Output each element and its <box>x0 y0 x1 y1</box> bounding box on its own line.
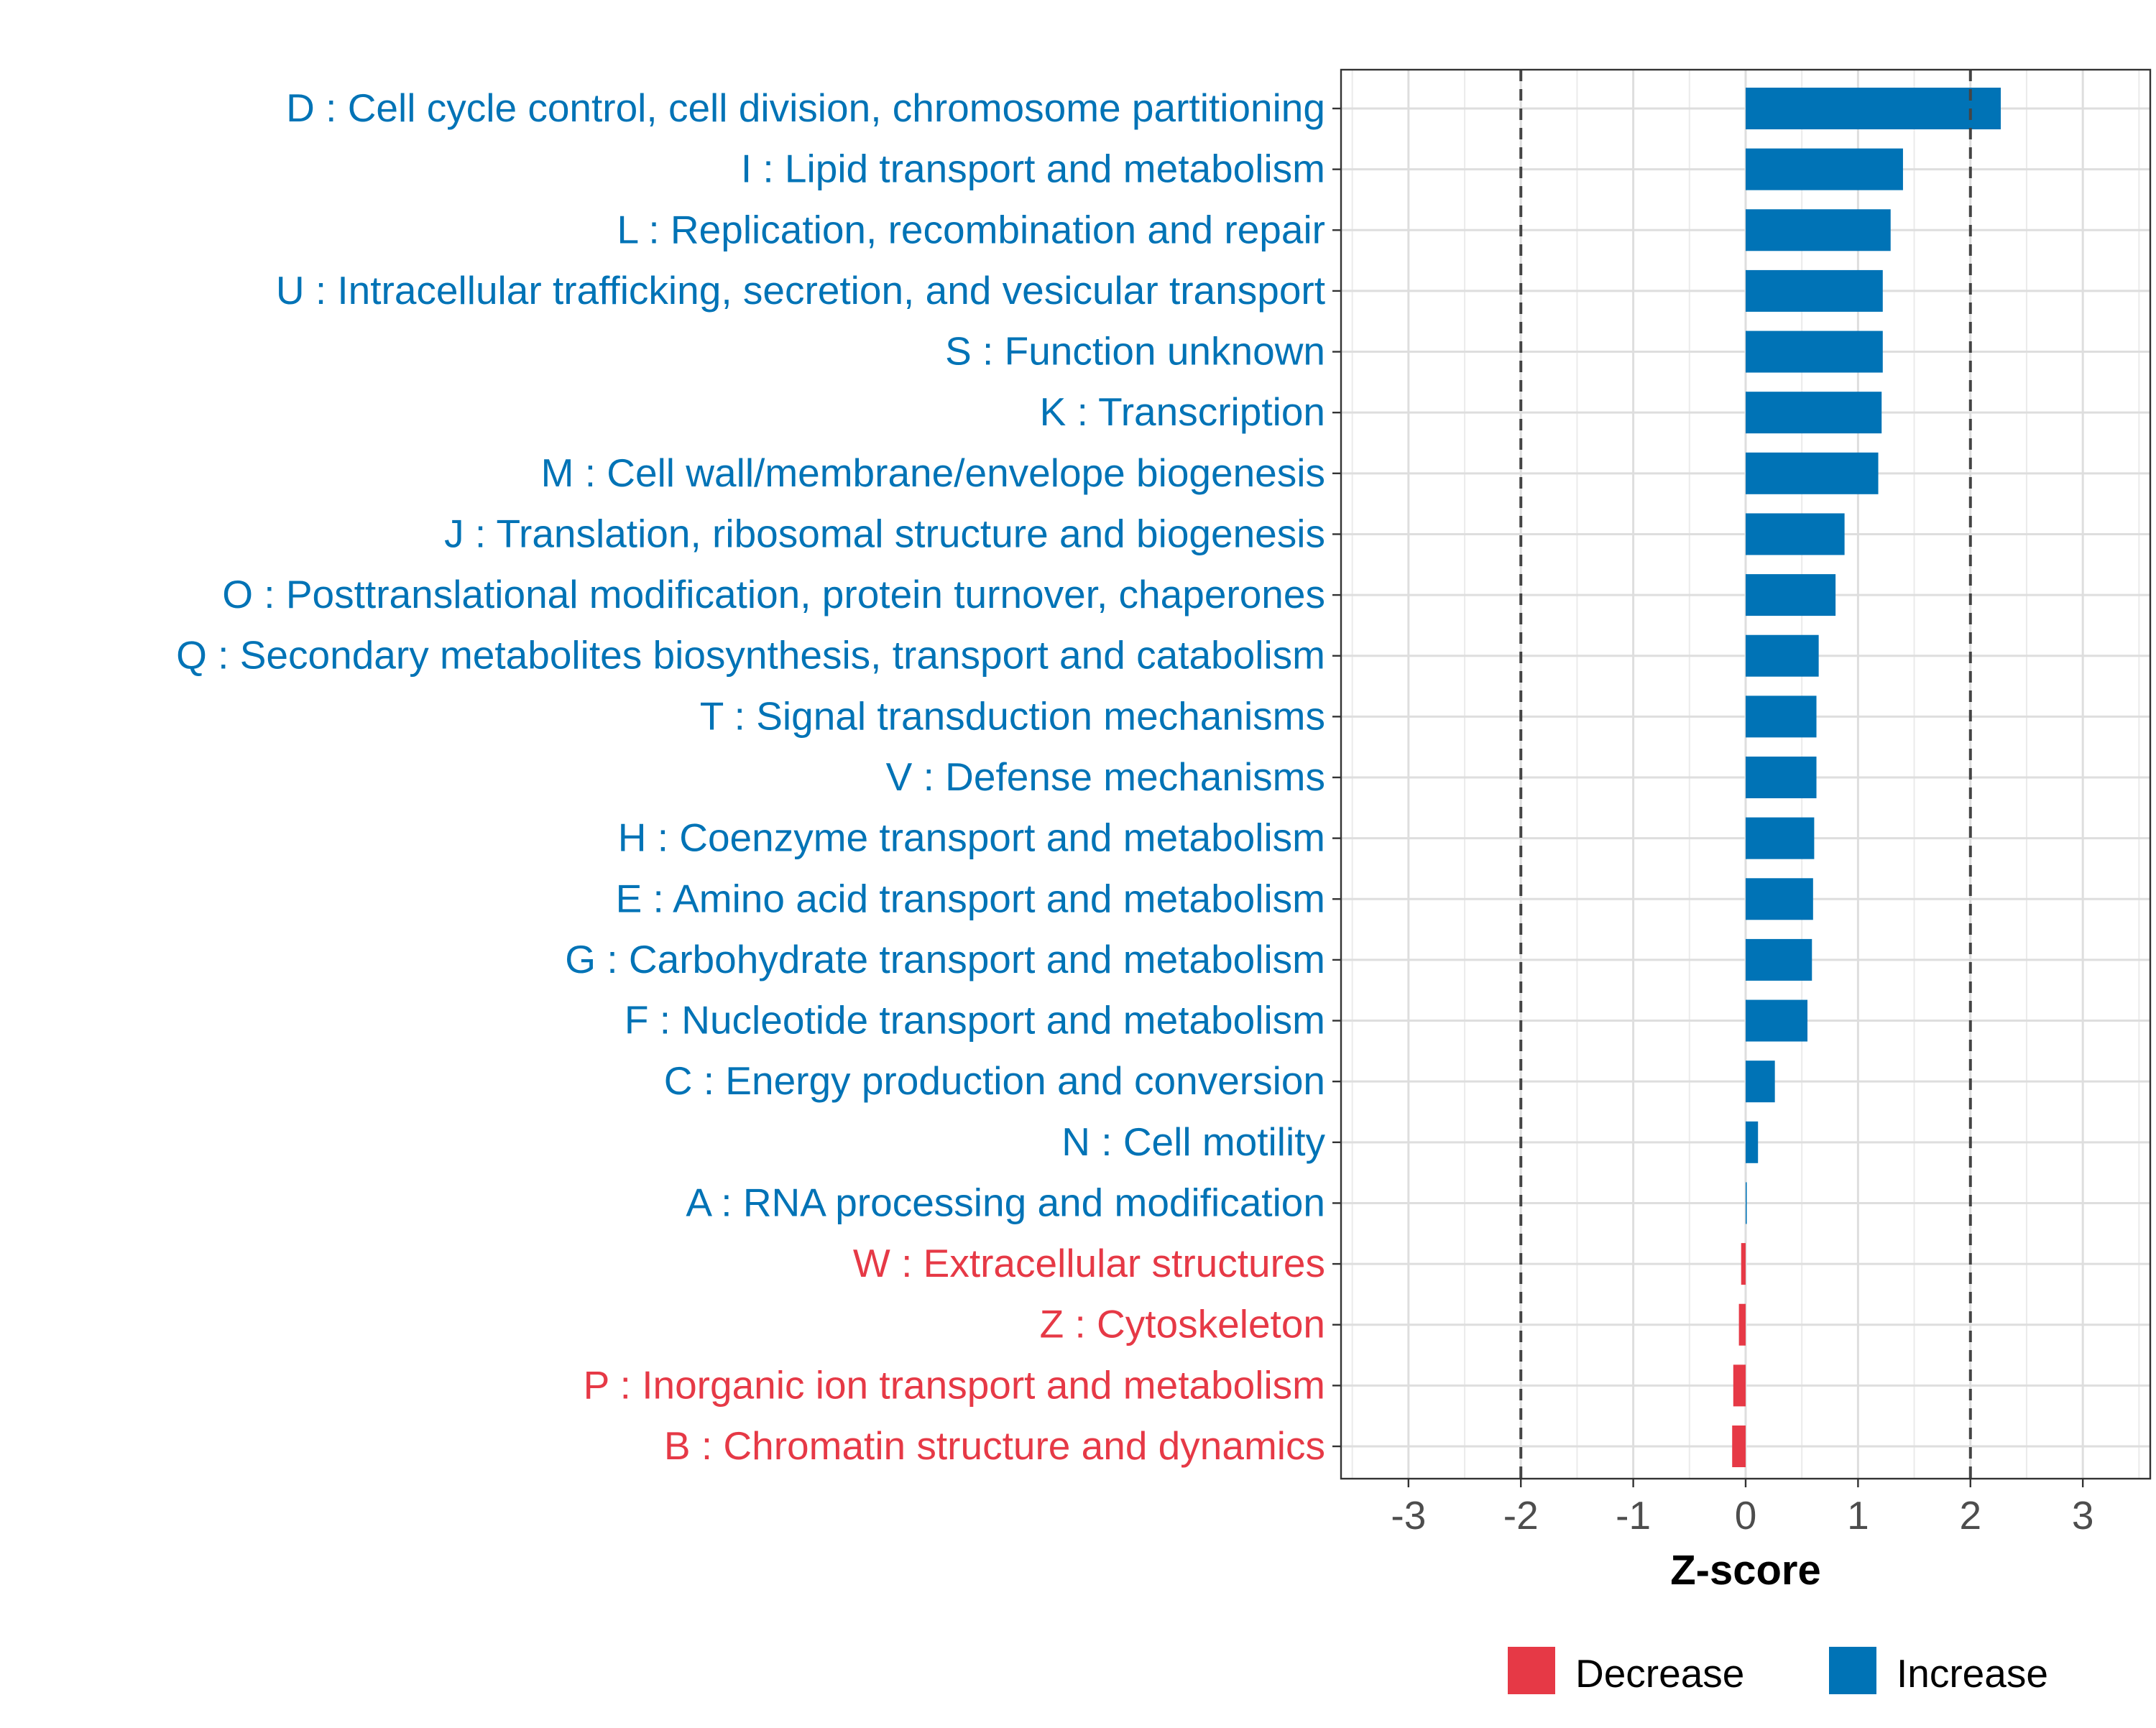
bar <box>1746 452 1879 494</box>
bar <box>1746 1182 1747 1224</box>
x-tick-label: 0 <box>1735 1493 1757 1538</box>
category-label: I : Lipid transport and metabolism <box>741 147 1325 191</box>
x-tick-label: 1 <box>1847 1493 1869 1538</box>
category-label: L : Replication, recombination and repai… <box>617 207 1325 251</box>
legend-key <box>1508 1647 1555 1694</box>
category-label: J : Translation, ribosomal structure and… <box>444 511 1325 555</box>
bar <box>1746 88 2001 129</box>
axis-ticks <box>1332 107 2084 1487</box>
category-label: W : Extracellular structures <box>853 1241 1325 1285</box>
bar <box>1746 696 1817 738</box>
bar <box>1741 1243 1746 1285</box>
category-label: S : Function unknown <box>945 329 1325 374</box>
bar <box>1746 938 1812 981</box>
x-tick-label: -3 <box>1391 1493 1426 1538</box>
x-tick-labels: -3 -2 -1 0 1 2 3 <box>1391 1493 2093 1538</box>
bar <box>1738 1303 1746 1346</box>
bar <box>1746 817 1815 859</box>
bar <box>1746 634 1819 677</box>
bar <box>1746 148 1903 190</box>
category-label: A : RNA processing and modification <box>686 1180 1325 1224</box>
category-label: C : Energy production and conversion <box>664 1058 1325 1103</box>
x-tick-label: 2 <box>1959 1493 1981 1538</box>
category-label: H : Coenzyme transport and metabolism <box>618 816 1325 860</box>
bar <box>1746 513 1845 555</box>
category-labels: D : Cell cycle control, cell division, c… <box>176 86 1325 1468</box>
legend-key <box>1829 1647 1876 1694</box>
bar <box>1746 331 1883 373</box>
category-label: O : Posttranslational modification, prot… <box>222 572 1325 616</box>
x-tick-label: -1 <box>1616 1493 1651 1538</box>
category-label: N : Cell motility <box>1061 1119 1325 1164</box>
category-label: K : Transcription <box>1040 389 1325 434</box>
category-label: Z : Cytoskeleton <box>1040 1302 1325 1346</box>
reference-lines <box>1519 70 1972 1479</box>
legend-label: Increase <box>1897 1651 2048 1696</box>
legend: Decrease Increase <box>1508 1647 2048 1696</box>
bar <box>1746 878 1813 920</box>
x-axis-title: Z-score <box>1670 1547 1821 1594</box>
category-label: G : Carbohydrate transport and metabolis… <box>565 937 1325 981</box>
category-label: U : Intracellular trafficking, secretion… <box>276 268 1325 313</box>
bar <box>1746 269 1883 312</box>
legend-label: Decrease <box>1575 1651 1744 1696</box>
x-tick-label: -2 <box>1503 1493 1539 1538</box>
bar <box>1746 1061 1775 1103</box>
category-label: P : Inorganic ion transport and metaboli… <box>584 1362 1325 1407</box>
category-label: D : Cell cycle control, cell division, c… <box>286 86 1325 130</box>
category-label: M : Cell wall/membrane/envelope biogenes… <box>541 451 1325 495</box>
category-label: T : Signal transduction mechanisms <box>700 693 1325 738</box>
bar <box>1746 209 1891 251</box>
category-label: E : Amino acid transport and metabolism <box>616 876 1325 920</box>
bars <box>1732 88 2001 1467</box>
category-label: F : Nucleotide transport and metabolism <box>625 998 1325 1043</box>
bar <box>1746 574 1836 616</box>
category-label: B : Chromatin structure and dynamics <box>664 1423 1325 1468</box>
bar <box>1746 757 1817 798</box>
bar <box>1746 1121 1759 1163</box>
bar <box>1746 392 1882 434</box>
bar <box>1732 1426 1746 1467</box>
bar <box>1733 1364 1746 1407</box>
x-tick-label: 3 <box>2072 1493 2094 1538</box>
bar <box>1746 999 1808 1042</box>
category-label: Q : Secondary metabolites biosynthesis, … <box>176 633 1325 678</box>
category-label: V : Defense mechanisms <box>886 754 1325 799</box>
